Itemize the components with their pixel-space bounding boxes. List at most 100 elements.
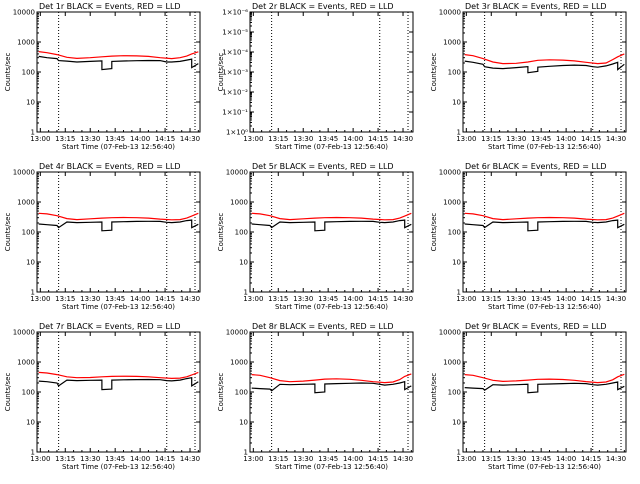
x-tick-label: 13:30 (80, 135, 100, 143)
y-tick-label: 10 (452, 99, 461, 107)
x-tick-label: 13:30 (293, 455, 313, 463)
x-tick-label: 13:45 (105, 135, 125, 143)
chart-title: Det 1r BLACK = Events, RED = LLD (39, 2, 181, 11)
y-tick-label: 100 (22, 229, 35, 237)
y-tick-label: 1×10⁻⁶ (222, 9, 248, 17)
x-tick-label: 13:00 (243, 295, 263, 303)
y-tick-label: 1 (457, 289, 461, 297)
y-tick-label: 10000 (226, 329, 248, 337)
y-tick-label: 1×10⁻⁴ (222, 49, 248, 57)
plot-frame (462, 171, 627, 293)
chart-panel-5: Det 5r BLACK = Events, RED = LLD 13:00 13:… (217, 162, 414, 311)
series-line-lld (464, 53, 625, 65)
x-tick-label: 14:30 (393, 135, 413, 143)
y-tick-label: 10 (26, 99, 35, 107)
y-tick-label: 100 (448, 69, 461, 77)
y-axis-label: Counts/sec (217, 373, 225, 412)
y-tick-label: 1 (31, 449, 35, 457)
x-axis-label: Start Time (07-Feb-13 12:56:40) (275, 143, 388, 151)
y-tick-label: 100 (448, 389, 461, 397)
x-tick-label: 14:00 (130, 455, 150, 463)
y-tick-label: 1 (457, 129, 461, 137)
y-tick-label: 1 (244, 289, 248, 297)
chart-panel-7: Det 7r BLACK = Events, RED = LLD 13:00 13:… (4, 322, 201, 471)
x-tick-label: 13:15 (268, 295, 288, 303)
x-tick-label: 14:15 (155, 295, 175, 303)
x-axis-label: Start Time (07-Feb-13 12:56:40) (62, 303, 175, 311)
y-tick-label: 1000 (17, 359, 35, 367)
series-line-lld (38, 212, 199, 221)
series-line-events (38, 376, 199, 391)
x-axis-label: Start Time (07-Feb-13 12:56:40) (488, 303, 601, 311)
x-tick-label: 13:00 (456, 135, 476, 143)
x-tick-label: 13:00 (30, 295, 50, 303)
y-tick-label: 10 (452, 419, 461, 427)
x-tick-label: 13:30 (506, 295, 526, 303)
x-tick-label: 14:30 (180, 135, 200, 143)
x-tick-label: 13:00 (243, 135, 263, 143)
x-tick-label: 14:15 (581, 455, 601, 463)
x-tick-label: 14:30 (180, 295, 200, 303)
series-line-events (38, 55, 199, 71)
x-tick-label: 13:45 (318, 135, 338, 143)
x-axis-label: Start Time (07-Feb-13 12:56:40) (275, 463, 388, 471)
x-axis-label: Start Time (07-Feb-13 12:56:40) (62, 463, 175, 471)
x-tick-label: 13:15 (55, 135, 75, 143)
y-tick-label: 1000 (17, 39, 35, 47)
x-tick-label: 14:00 (343, 455, 363, 463)
y-tick-label: 1 (31, 289, 35, 297)
x-tick-label: 14:30 (606, 455, 626, 463)
y-tick-label: 100 (22, 389, 35, 397)
y-tick-label: 1×10⁰ (226, 129, 248, 137)
x-tick-label: 13:45 (105, 455, 125, 463)
x-tick-label: 13:45 (531, 135, 551, 143)
x-tick-label: 14:30 (180, 455, 200, 463)
chart-panel-9: Det 9r BLACK = Events, RED = LLD 13:00 13:… (430, 322, 627, 471)
series-line-lld (464, 212, 625, 221)
chart-title: Det 2r BLACK = Events, RED = LLD (252, 2, 394, 11)
x-tick-label: 14:30 (393, 295, 413, 303)
y-tick-label: 10000 (439, 329, 461, 337)
x-tick-label: 14:00 (556, 295, 576, 303)
x-axis-label: Start Time (07-Feb-13 12:56:40) (62, 143, 175, 151)
y-tick-label: 1000 (443, 39, 461, 47)
x-tick-label: 14:30 (606, 295, 626, 303)
y-tick-label: 100 (235, 229, 248, 237)
y-axis-label: Counts/sec (430, 373, 438, 412)
x-tick-label: 13:30 (293, 135, 313, 143)
plot-frame (36, 171, 201, 293)
x-tick-label: 14:00 (556, 455, 576, 463)
y-tick-label: 10000 (13, 329, 35, 337)
x-tick-label: 14:15 (581, 295, 601, 303)
chart-panel-3: Det 3r BLACK = Events, RED = LLD 13:00 13:… (430, 2, 627, 151)
y-axis-label: Counts/sec (217, 213, 225, 252)
y-tick-label: 1000 (17, 199, 35, 207)
x-tick-label: 14:15 (368, 455, 388, 463)
x-tick-label: 13:45 (105, 295, 125, 303)
x-tick-label: 14:15 (368, 295, 388, 303)
plot-frame (462, 11, 627, 133)
y-tick-label: 10000 (13, 169, 35, 177)
x-tick-label: 13:30 (506, 455, 526, 463)
y-tick-label: 1 (31, 129, 35, 137)
series-line-events (464, 381, 625, 394)
x-tick-label: 13:00 (30, 135, 50, 143)
y-tick-label: 10000 (13, 9, 35, 17)
y-tick-label: 1×10⁻³ (222, 69, 248, 77)
y-tick-label: 1000 (443, 199, 461, 207)
y-tick-label: 1×10⁻¹ (222, 109, 248, 117)
chart-panel-8: Det 8r BLACK = Events, RED = LLD 13:00 13:… (217, 322, 414, 471)
y-tick-label: 1×10⁻⁵ (222, 29, 248, 37)
x-tick-label: 14:00 (556, 135, 576, 143)
y-tick-label: 10 (26, 419, 35, 427)
y-tick-label: 100 (448, 229, 461, 237)
x-tick-label: 13:45 (318, 295, 338, 303)
y-tick-label: 1000 (230, 199, 248, 207)
x-tick-label: 14:15 (155, 135, 175, 143)
series-line-events (251, 380, 412, 394)
chart-title: Det 6r BLACK = Events, RED = LLD (465, 162, 607, 171)
series-line-lld (38, 371, 199, 380)
x-tick-label: 14:00 (130, 135, 150, 143)
